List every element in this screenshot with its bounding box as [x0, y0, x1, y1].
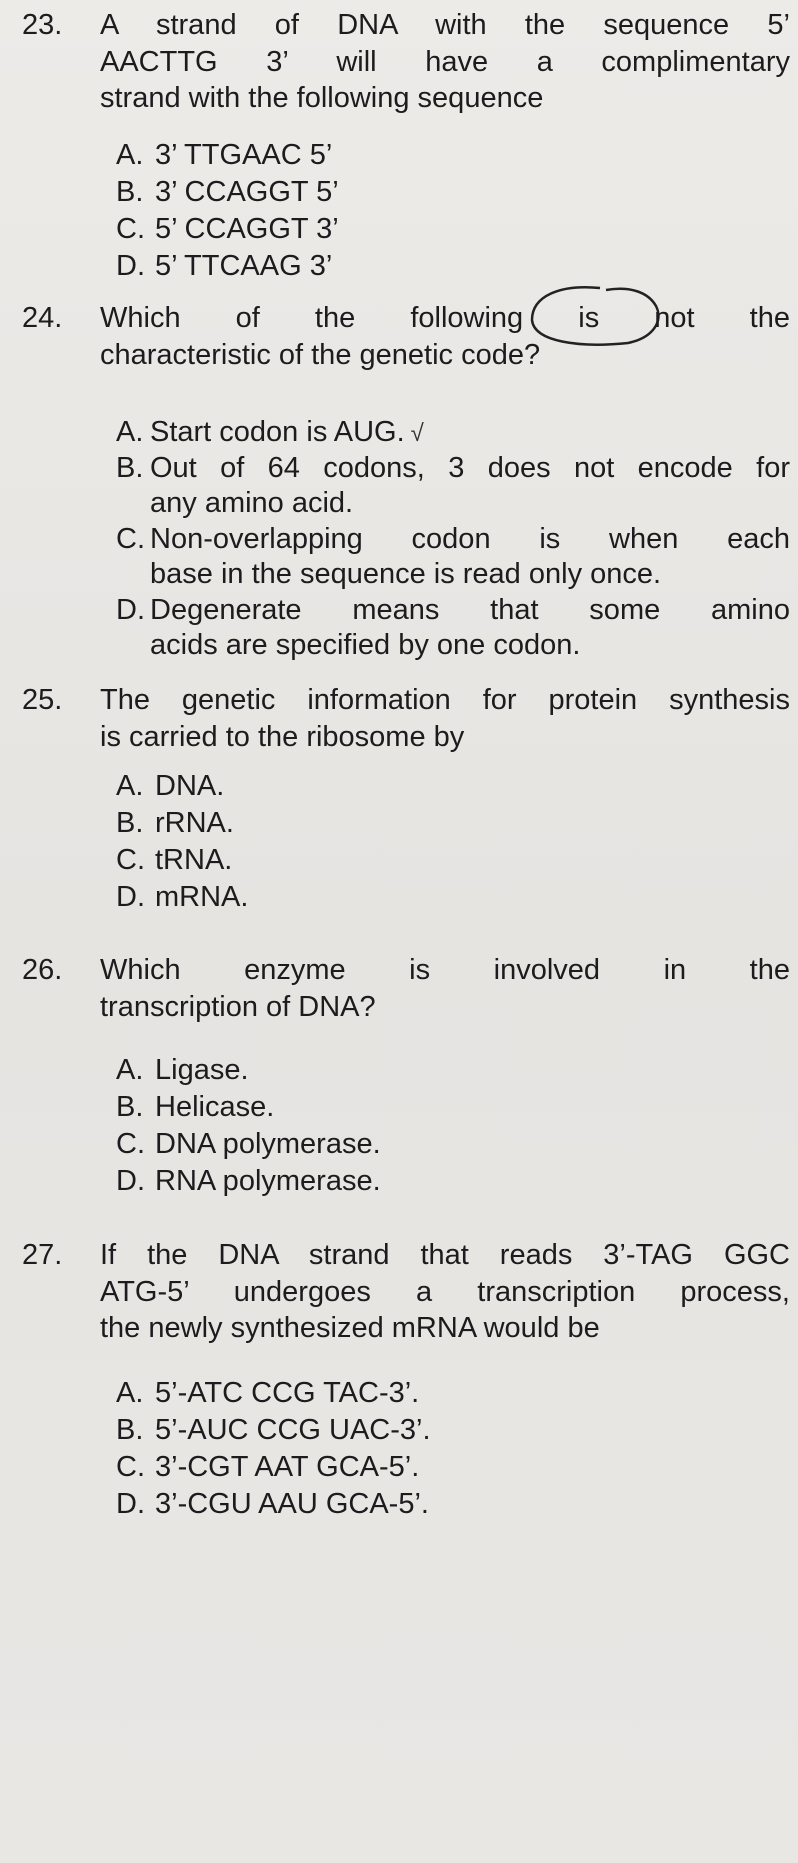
option-text-line: rRNA.	[155, 807, 234, 839]
option-letter: D.	[116, 250, 145, 282]
option-text-line: 3’-CGU AAU GCA-5’.	[155, 1488, 429, 1520]
option-text-line: 3’ CCAGGT 5’	[155, 176, 339, 208]
option-letter: A.	[116, 416, 144, 448]
option-text-line: Out of 64 codons, 3 does not encode for	[150, 451, 790, 484]
question-stem-line: Which enzyme is involved in the	[100, 954, 790, 986]
question-stem-line: the newly synthesized mRNA would be	[100, 1312, 600, 1344]
option-letter: A.	[116, 1054, 144, 1086]
option-text-line: DNA.	[155, 770, 225, 802]
option-text-line: Non-overlapping codon is when each	[150, 522, 790, 555]
question-stem-line: If the DNA strand that reads 3’-TAG GGC	[100, 1239, 790, 1271]
option-text-line: 5’ TTCAAG 3’	[155, 250, 333, 282]
option-letter: B.	[116, 1414, 144, 1446]
option-text-line: 5’-ATC CCG TAC-3’.	[155, 1377, 420, 1409]
question-number: 25.	[22, 684, 63, 716]
option-letter: C.	[116, 1128, 145, 1160]
option-letter: C.	[116, 213, 145, 245]
question-number: 24.	[22, 302, 63, 334]
option-text-line: 3’ TTGAAC 5’	[155, 139, 333, 171]
option-letter: B.	[116, 1091, 144, 1123]
handwritten-check: √	[410, 420, 424, 447]
question-stem-line: A strand of DNA with the sequence 5’	[100, 9, 790, 41]
option-letter: D.	[116, 881, 145, 913]
option-text-line: any amino acid.	[150, 487, 354, 519]
option-letter: C.	[116, 1451, 145, 1483]
question-stem-line: AACTTG 3’ will have a complimentary	[100, 45, 790, 78]
question-stem-line: characteristic of the genetic code?	[100, 338, 541, 371]
option-text-line: Start codon is AUG. √	[150, 416, 424, 448]
option-text-line: 5’-AUC CCG UAC-3’.	[155, 1414, 431, 1446]
option-letter: A.	[116, 1377, 144, 1409]
option-letter: C.	[116, 844, 145, 876]
option-text-line: 5’ CCAGGT 3’	[155, 213, 339, 245]
question-stem-line: transcription of DNA?	[100, 990, 376, 1023]
question-number: 26.	[22, 954, 63, 986]
option-text-line: base in the sequence is read only once.	[150, 558, 662, 590]
option-letter: D.	[116, 1488, 145, 1520]
option-text-line: DNA polymerase.	[155, 1128, 381, 1160]
question-stem-line: The genetic information for protein synt…	[100, 684, 790, 716]
option-letter: C.	[116, 522, 145, 555]
option-letter: B.	[116, 451, 144, 484]
option-text-line: Ligase.	[155, 1054, 249, 1086]
option-letter: B.	[116, 807, 144, 839]
question-number: 27.	[22, 1239, 63, 1271]
option-letter: A.	[116, 770, 144, 802]
option-letter: D.	[116, 593, 145, 626]
question-stem-line: ATG-5’ undergoes a transcription process…	[100, 1275, 790, 1308]
option-letter: B.	[116, 176, 144, 208]
option-text-line: 3’-CGT AAT GCA-5’.	[155, 1451, 420, 1483]
option-text-line: Helicase.	[155, 1091, 275, 1123]
option-text-line: acids are specified by one codon.	[150, 629, 581, 661]
option-letter: A.	[116, 139, 144, 171]
question-stem-line: Which of the following is not the	[100, 302, 790, 334]
question-stem-line: is carried to the ribosome by	[100, 720, 465, 753]
question-number: 23.	[22, 9, 63, 41]
option-text-line: mRNA.	[155, 881, 249, 913]
option-letter: D.	[116, 1165, 145, 1197]
option-text-line: Degenerate means that some amino	[150, 593, 790, 626]
question-stem-line: strand with the following sequence	[100, 82, 544, 114]
option-text-line: RNA polymerase.	[155, 1165, 381, 1197]
option-text-line: tRNA.	[155, 844, 233, 876]
